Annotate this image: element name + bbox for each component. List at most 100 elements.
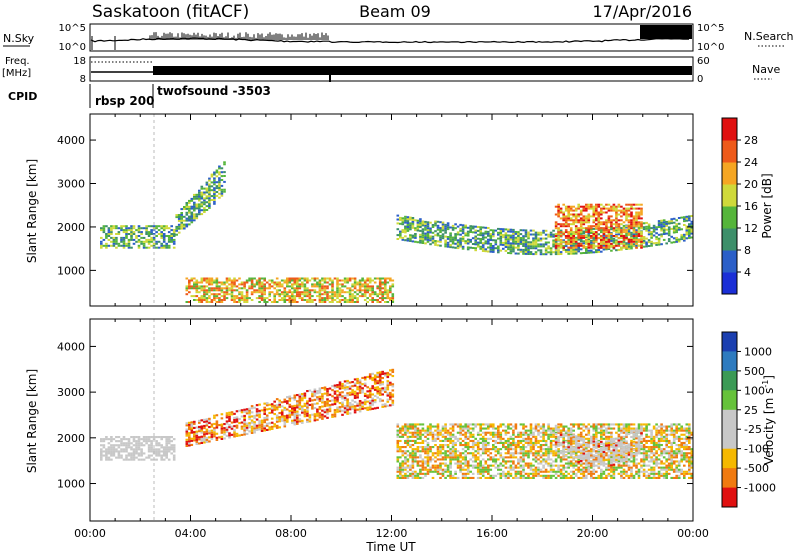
echo-cell: [622, 224, 626, 227]
echo-cell: [177, 227, 181, 230]
echo-cell: [532, 427, 535, 430]
echo-cell: [637, 231, 641, 234]
echo-cell: [351, 407, 354, 410]
echo-cell: [519, 433, 523, 436]
echo-cell: [172, 246, 176, 249]
echo-cell: [200, 187, 204, 190]
echo-cell: [569, 246, 573, 249]
echo-cell: [250, 277, 254, 280]
echo-cell: [537, 454, 540, 457]
echo-cell: [497, 464, 500, 467]
echo-cell: [527, 437, 530, 440]
echo-cell: [343, 380, 347, 383]
echo-cell: [308, 399, 312, 402]
echo-cell: [333, 400, 337, 403]
echo-cell: [657, 233, 661, 236]
echo-cell: [301, 283, 304, 286]
echo-cell: [208, 205, 211, 207]
echo-cell: [218, 285, 221, 288]
echo-cell: [167, 235, 171, 237]
echo-cell: [579, 230, 583, 233]
nave-tick-top: 60: [697, 56, 710, 67]
echo-cell: [286, 402, 289, 405]
echo-cell: [150, 240, 153, 243]
echo-cell: [296, 416, 299, 419]
echo-cell: [597, 213, 601, 216]
echo-cell: [416, 433, 420, 436]
echo-cell: [547, 458, 550, 461]
echo-cell: [172, 240, 176, 243]
echo-cell: [605, 248, 608, 251]
echo-cell: [318, 414, 322, 417]
echo-cell: [424, 460, 427, 463]
echo-cell: [100, 229, 103, 232]
echo-cell: [308, 414, 312, 417]
echo-cell: [514, 444, 518, 447]
echo-cell: [208, 195, 211, 198]
echo-cell: [512, 452, 515, 455]
echo-cell: [534, 441, 538, 444]
echo-cell: [203, 193, 206, 196]
echo-cell: [441, 227, 445, 230]
echo-cell: [426, 470, 430, 473]
echo-cell: [263, 283, 266, 286]
echo-cell: [574, 219, 578, 222]
echo-cell: [110, 233, 113, 235]
echo-cell: [494, 239, 498, 242]
echo-cell: [431, 231, 435, 234]
echo-cell: [278, 420, 281, 423]
echo-cell: [167, 240, 171, 243]
echo-cell: [188, 421, 191, 424]
echo-cell: [122, 448, 126, 451]
echo-cell: [318, 416, 322, 419]
echo-cell: [223, 287, 226, 290]
echo-cell: [378, 375, 382, 378]
echo-cell: [188, 223, 191, 226]
echo-cell: [650, 231, 653, 233]
echo-cell: [615, 211, 618, 214]
echo-cell: [203, 279, 206, 282]
echo-cell: [137, 458, 141, 461]
echo-cell: [539, 253, 543, 256]
echo-cell: [474, 466, 477, 469]
echo-cell: [399, 448, 402, 451]
echo-cell: [481, 435, 485, 438]
echo-cell: [356, 299, 359, 301]
echo-cell: [346, 281, 349, 284]
echo-cell: [492, 458, 495, 461]
echo-cell: [454, 448, 457, 451]
echo-cell: [554, 235, 558, 237]
echo-cell: [326, 295, 329, 298]
echo-cell: [610, 233, 613, 235]
echo-cell: [406, 224, 410, 226]
echo-cell: [492, 464, 495, 467]
echo-cell: [198, 421, 201, 424]
echo-cell: [509, 242, 513, 245]
echo-cell: [162, 229, 166, 232]
echo-cell: [273, 287, 276, 290]
echo-cell: [617, 219, 621, 222]
echo-cell: [306, 277, 309, 280]
echo-cell: [421, 242, 425, 244]
echo-cell: [675, 231, 678, 234]
echo-cell: [250, 299, 254, 301]
echo-cell: [298, 418, 302, 421]
echo-cell: [321, 277, 324, 280]
echo-cell: [263, 277, 266, 280]
echo-cell: [585, 236, 588, 239]
echo-cell: [672, 229, 676, 232]
echo-cell: [188, 425, 191, 428]
echo-cell: [429, 423, 432, 426]
echo-cell: [574, 248, 578, 251]
echo-cell: [559, 235, 563, 237]
echo-cell: [233, 435, 236, 438]
echo-cell: [627, 225, 631, 228]
echo-cell: [358, 295, 362, 298]
echo-cell: [225, 430, 229, 433]
echo-cell: [283, 297, 287, 300]
echo-cell: [208, 430, 211, 433]
echo-cell: [474, 241, 477, 244]
echo-cell: [574, 233, 578, 235]
echo-cell: [283, 289, 287, 292]
